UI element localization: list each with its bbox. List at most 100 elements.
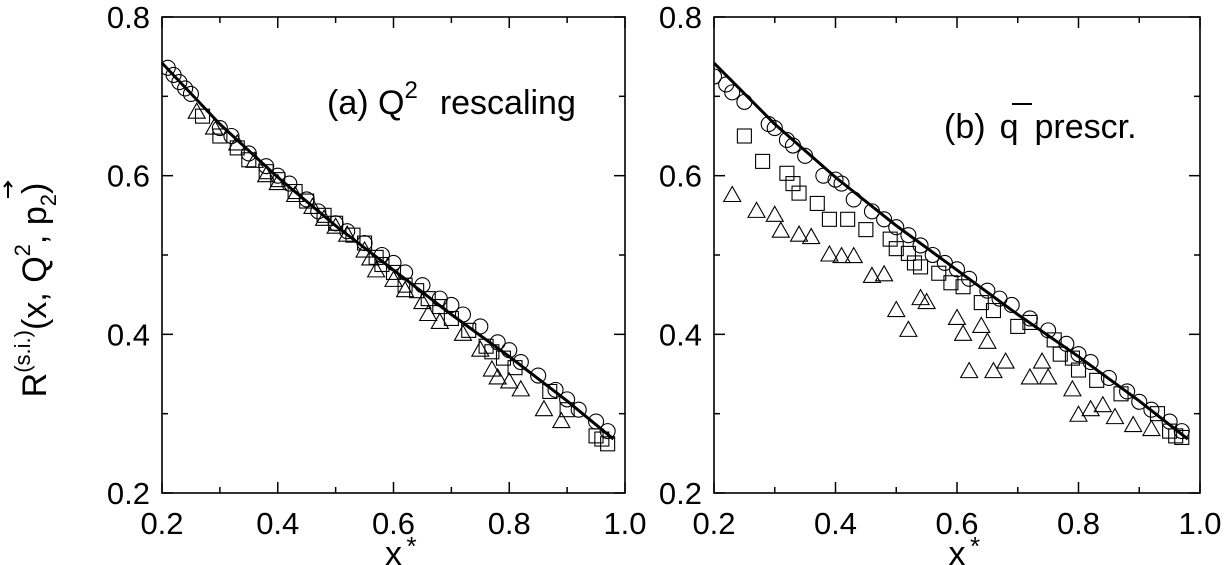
circle-marker (833, 175, 850, 192)
triangle-marker (1093, 395, 1113, 413)
circle-marker (924, 246, 941, 264)
triangle-marker (1020, 367, 1040, 385)
y-tick-label: 0.4 (107, 317, 150, 352)
triangle-marker (765, 205, 785, 222)
square-marker (270, 172, 286, 188)
circle-marker (177, 80, 194, 97)
triangle-marker (874, 264, 894, 282)
square-marker (888, 241, 904, 257)
x-tick-label: 0.6 (372, 506, 415, 541)
y-tick-label: 0.4 (659, 317, 702, 352)
ylabel-rest: (x, Q (16, 256, 54, 330)
triangle-marker (453, 324, 473, 341)
circle-marker (512, 354, 529, 371)
square-marker (955, 279, 971, 295)
circle-marker (736, 93, 753, 110)
y-tick-label: 0.2 (107, 476, 150, 511)
triangle-marker (953, 324, 973, 341)
triangle-marker (801, 227, 821, 245)
x-tick-label: 1.0 (603, 506, 646, 541)
triangle-marker (898, 320, 918, 337)
circle-marker (182, 85, 199, 103)
triangle-marker (771, 221, 791, 238)
circle-marker (900, 227, 917, 244)
triangle-marker (911, 288, 930, 306)
x-tick-label: 0.8 (1057, 506, 1100, 541)
circle-marker (599, 423, 616, 440)
circle-marker (310, 203, 327, 220)
square-marker (328, 215, 344, 231)
markers-group (162, 59, 616, 452)
annotation-suffix: prescr. (1034, 108, 1136, 146)
circle-marker (912, 237, 929, 254)
square-marker (1010, 318, 1026, 334)
square-marker (858, 222, 874, 238)
ylabel-comma: , (16, 235, 54, 244)
circle-marker (339, 223, 356, 240)
triangle-marker (511, 379, 531, 397)
circle-marker (766, 120, 783, 137)
circle-marker (171, 74, 188, 91)
triangle-marker (366, 260, 386, 278)
square-marker (755, 153, 771, 169)
square-marker (1022, 314, 1038, 330)
triangle-marker (499, 371, 519, 389)
theory-curve (160, 61, 615, 441)
triangle-marker (819, 244, 839, 262)
y-tick-label: 0.8 (107, 0, 150, 35)
square-marker (194, 108, 211, 124)
triangle-marker (551, 411, 571, 429)
triangle-marker (204, 117, 224, 135)
ylabel-p-sub: 2 (36, 194, 61, 206)
triangle-marker (326, 217, 346, 234)
square-marker (821, 211, 837, 227)
square-marker (736, 128, 752, 144)
markers-group (714, 68, 1190, 446)
ylabel-p: p (16, 206, 54, 225)
theory-curve (712, 61, 1189, 441)
circle-marker (948, 261, 966, 278)
triangle-marker (1062, 379, 1082, 397)
circle-marker (223, 127, 240, 145)
circle-marker (979, 282, 996, 299)
x-tick-label: 0.2 (140, 506, 183, 541)
triangle-marker (844, 246, 864, 264)
square-marker (600, 436, 616, 452)
triangle-marker (534, 399, 554, 417)
x-axis-label-star: * (407, 531, 417, 561)
x-tick-label: 0.4 (256, 506, 299, 541)
circle-marker (1070, 346, 1087, 363)
triangle-marker (984, 361, 1003, 379)
square-marker (882, 231, 898, 247)
triangle-marker (947, 308, 967, 326)
square-marker (912, 259, 929, 275)
triangle-marker (1032, 351, 1052, 369)
square-marker (1089, 372, 1105, 388)
y-tick-label: 0.2 (659, 476, 702, 511)
y-tick-label: 0.8 (659, 0, 702, 35)
triangle-marker (418, 304, 438, 322)
x-tick-label: 1.0 (1178, 506, 1221, 541)
x-axis-label-star: * (970, 531, 980, 561)
square-marker (943, 275, 959, 291)
square-marker (241, 152, 257, 168)
circle-marker (1119, 383, 1136, 400)
circle-marker (211, 120, 228, 137)
triangle-marker (256, 165, 276, 183)
triangle-marker (430, 312, 450, 329)
vector-arrow-icon (3, 180, 13, 198)
x-tick-label: 0.8 (488, 506, 531, 541)
square-marker (316, 207, 332, 223)
y-tick-label: 0.6 (107, 159, 150, 194)
square-marker (985, 302, 1002, 319)
circle-marker (1143, 401, 1160, 418)
triangle-marker (360, 248, 380, 266)
triangle-marker (832, 246, 852, 264)
x-tick-label: 0.4 (814, 506, 857, 541)
triangle-marker (395, 280, 415, 298)
triangle-marker (482, 359, 502, 377)
circle-marker (570, 401, 587, 418)
triangle-marker (227, 133, 247, 151)
triangle-marker (971, 316, 991, 333)
